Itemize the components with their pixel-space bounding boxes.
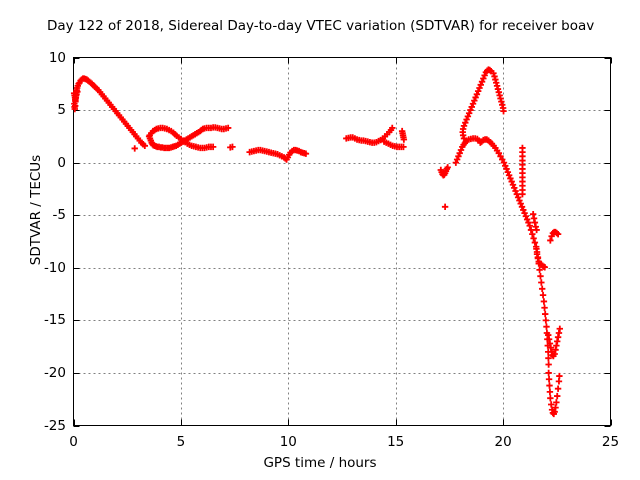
x-axis-label: GPS time / hours (263, 455, 377, 471)
axis-ticks (73, 57, 612, 427)
y-tick-label: -25 (43, 417, 66, 434)
y-tick-label: 10 (48, 49, 66, 66)
data-point-markers (70, 66, 564, 418)
y-tick-label: -5 (52, 207, 66, 224)
y-tick-label: -15 (43, 312, 66, 329)
x-tick-label: 15 (387, 433, 405, 450)
y-tick-label: 5 (57, 102, 66, 119)
y-tick-label: 0 (57, 154, 66, 171)
y-tick-label: -20 (43, 364, 66, 381)
plot-frame (73, 57, 611, 426)
y-tick-label: -10 (43, 259, 66, 276)
x-tick-label: 0 (69, 433, 78, 450)
x-tick-label: 20 (494, 433, 512, 450)
chart-title: Day 122 of 2018, Sidereal Day-to-day VTE… (47, 18, 595, 34)
x-tick-label: 25 (601, 433, 620, 450)
x-tick-label: 5 (176, 433, 186, 450)
x-tick-label: 10 (279, 433, 297, 450)
gridlines (73, 57, 611, 426)
